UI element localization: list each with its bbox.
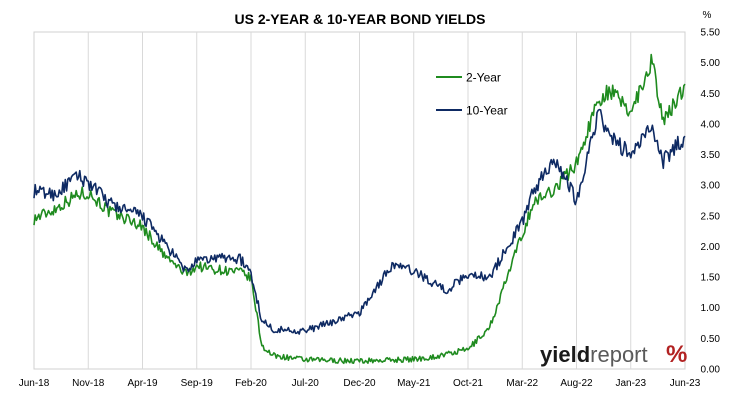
x-tick-label: Jan-23 bbox=[615, 378, 646, 389]
x-tick-label: Dec-20 bbox=[343, 378, 376, 389]
grid-lines bbox=[87, 32, 632, 369]
x-tick-label: Jun-18 bbox=[19, 378, 50, 389]
legend-label: 10-Year bbox=[466, 104, 508, 118]
y-tick-label: 1.50 bbox=[701, 273, 721, 284]
x-tick-label: Jul-20 bbox=[292, 378, 320, 389]
y-tick-label: 4.00 bbox=[701, 119, 721, 130]
y-tick-label: 3.00 bbox=[701, 181, 721, 192]
series-line-10-year bbox=[33, 108, 686, 335]
x-tick-label: Apr-19 bbox=[127, 378, 157, 389]
svg-text:yieldreport: yieldreport bbox=[540, 342, 648, 367]
y-tick-label: 5.50 bbox=[701, 28, 721, 39]
yieldreport-logo: yieldreport % bbox=[540, 341, 687, 368]
y-tick-label: 2.00 bbox=[701, 242, 721, 253]
x-tick-labels: Jun-18 Nov-18 Apr-19 Sep-19 Feb-20 Jul-20 Dec-… bbox=[19, 378, 701, 389]
logo-text-yield: yield bbox=[540, 342, 590, 367]
y-tick-labels: 0.00 0.50 1.00 1.50 2.00 2.50 3.00 3.50 4.00 4.50… bbox=[701, 28, 721, 376]
y-tick-label: 0.00 bbox=[701, 365, 721, 376]
x-tick-label: Jun-23 bbox=[670, 378, 701, 389]
x-tick-label: May-21 bbox=[397, 378, 431, 389]
series-line-2-year bbox=[33, 53, 686, 365]
y-axis-unit: % bbox=[703, 10, 712, 21]
y-tick-label: 4.50 bbox=[701, 89, 721, 100]
legend: 2-Year 10-Year bbox=[436, 71, 508, 118]
y-tick-label: 1.00 bbox=[701, 303, 721, 314]
logo-percent-icon: % bbox=[666, 341, 687, 368]
y-tick-label: 2.50 bbox=[701, 211, 721, 222]
legend-label: 2-Year bbox=[466, 71, 501, 85]
x-tick-label: Mar-22 bbox=[506, 378, 538, 389]
logo-text-report: report bbox=[590, 342, 647, 367]
y-tick-label: 0.50 bbox=[701, 334, 721, 345]
y-tick-label: 5.00 bbox=[701, 58, 721, 69]
x-tick-label: Nov-18 bbox=[72, 378, 105, 389]
x-tick-label: Aug-22 bbox=[560, 378, 593, 389]
x-tick-label: Feb-20 bbox=[235, 378, 267, 389]
y-tick-label: 3.50 bbox=[701, 150, 721, 161]
chart-title: US 2-YEAR & 10-YEAR BOND YIELDS bbox=[234, 11, 485, 27]
x-tick-label: Sep-19 bbox=[181, 378, 214, 389]
x-tick-label: Oct-21 bbox=[453, 378, 483, 389]
series-lines bbox=[33, 53, 686, 365]
